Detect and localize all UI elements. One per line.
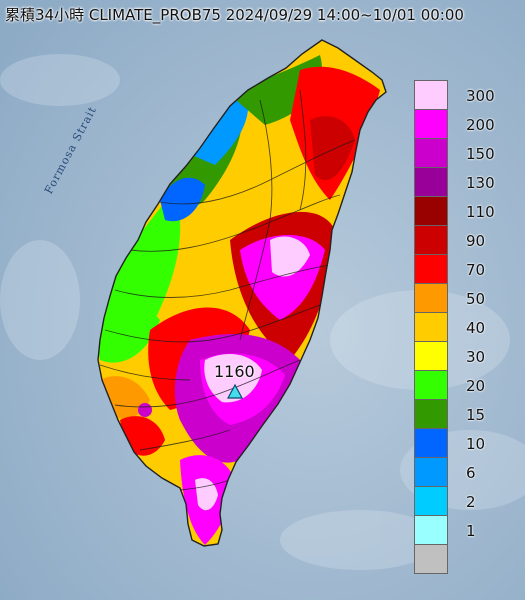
- legend-swatch: [414, 109, 448, 139]
- legend-label: 2: [466, 493, 476, 511]
- legend-swatch: [414, 515, 448, 545]
- legend-swatch: [414, 138, 448, 168]
- legend-label: 50: [466, 290, 486, 308]
- triangle-icon: [226, 383, 244, 399]
- legend-label: 15: [466, 406, 486, 424]
- legend-swatch: [414, 457, 448, 487]
- legend-label: 90: [466, 232, 486, 250]
- legend-label: 20: [466, 377, 486, 395]
- legend-label: 110: [466, 203, 495, 221]
- legend-swatch: [414, 283, 448, 313]
- legend-label: 300: [466, 87, 495, 105]
- legend-label: 70: [466, 261, 486, 279]
- map-title: 累積34小時 CLIMATE_PROB75 2024/09/29 14:00~1…: [5, 6, 464, 24]
- legend-label: 1: [466, 522, 476, 540]
- legend-swatch: [414, 399, 448, 429]
- legend-swatch: [414, 196, 448, 226]
- legend-label: 130: [466, 174, 495, 192]
- legend-swatch: [414, 254, 448, 284]
- legend-swatch: [414, 486, 448, 516]
- legend-swatch: [414, 167, 448, 197]
- legend-swatch: [414, 544, 448, 574]
- legend-swatch: [414, 341, 448, 371]
- legend-label: 200: [466, 116, 495, 134]
- legend-swatch: [414, 80, 448, 110]
- legend-swatch: [414, 312, 448, 342]
- legend-label: 10: [466, 435, 486, 453]
- legend-swatch: [414, 428, 448, 458]
- legend-swatch: [414, 225, 448, 255]
- legend-label: 30: [466, 348, 486, 366]
- legend-label: 150: [466, 145, 495, 163]
- legend-swatch: [414, 370, 448, 400]
- legend-label: 6: [466, 464, 476, 482]
- max-rainfall-label: 1160: [214, 362, 255, 381]
- legend-label: 40: [466, 319, 486, 337]
